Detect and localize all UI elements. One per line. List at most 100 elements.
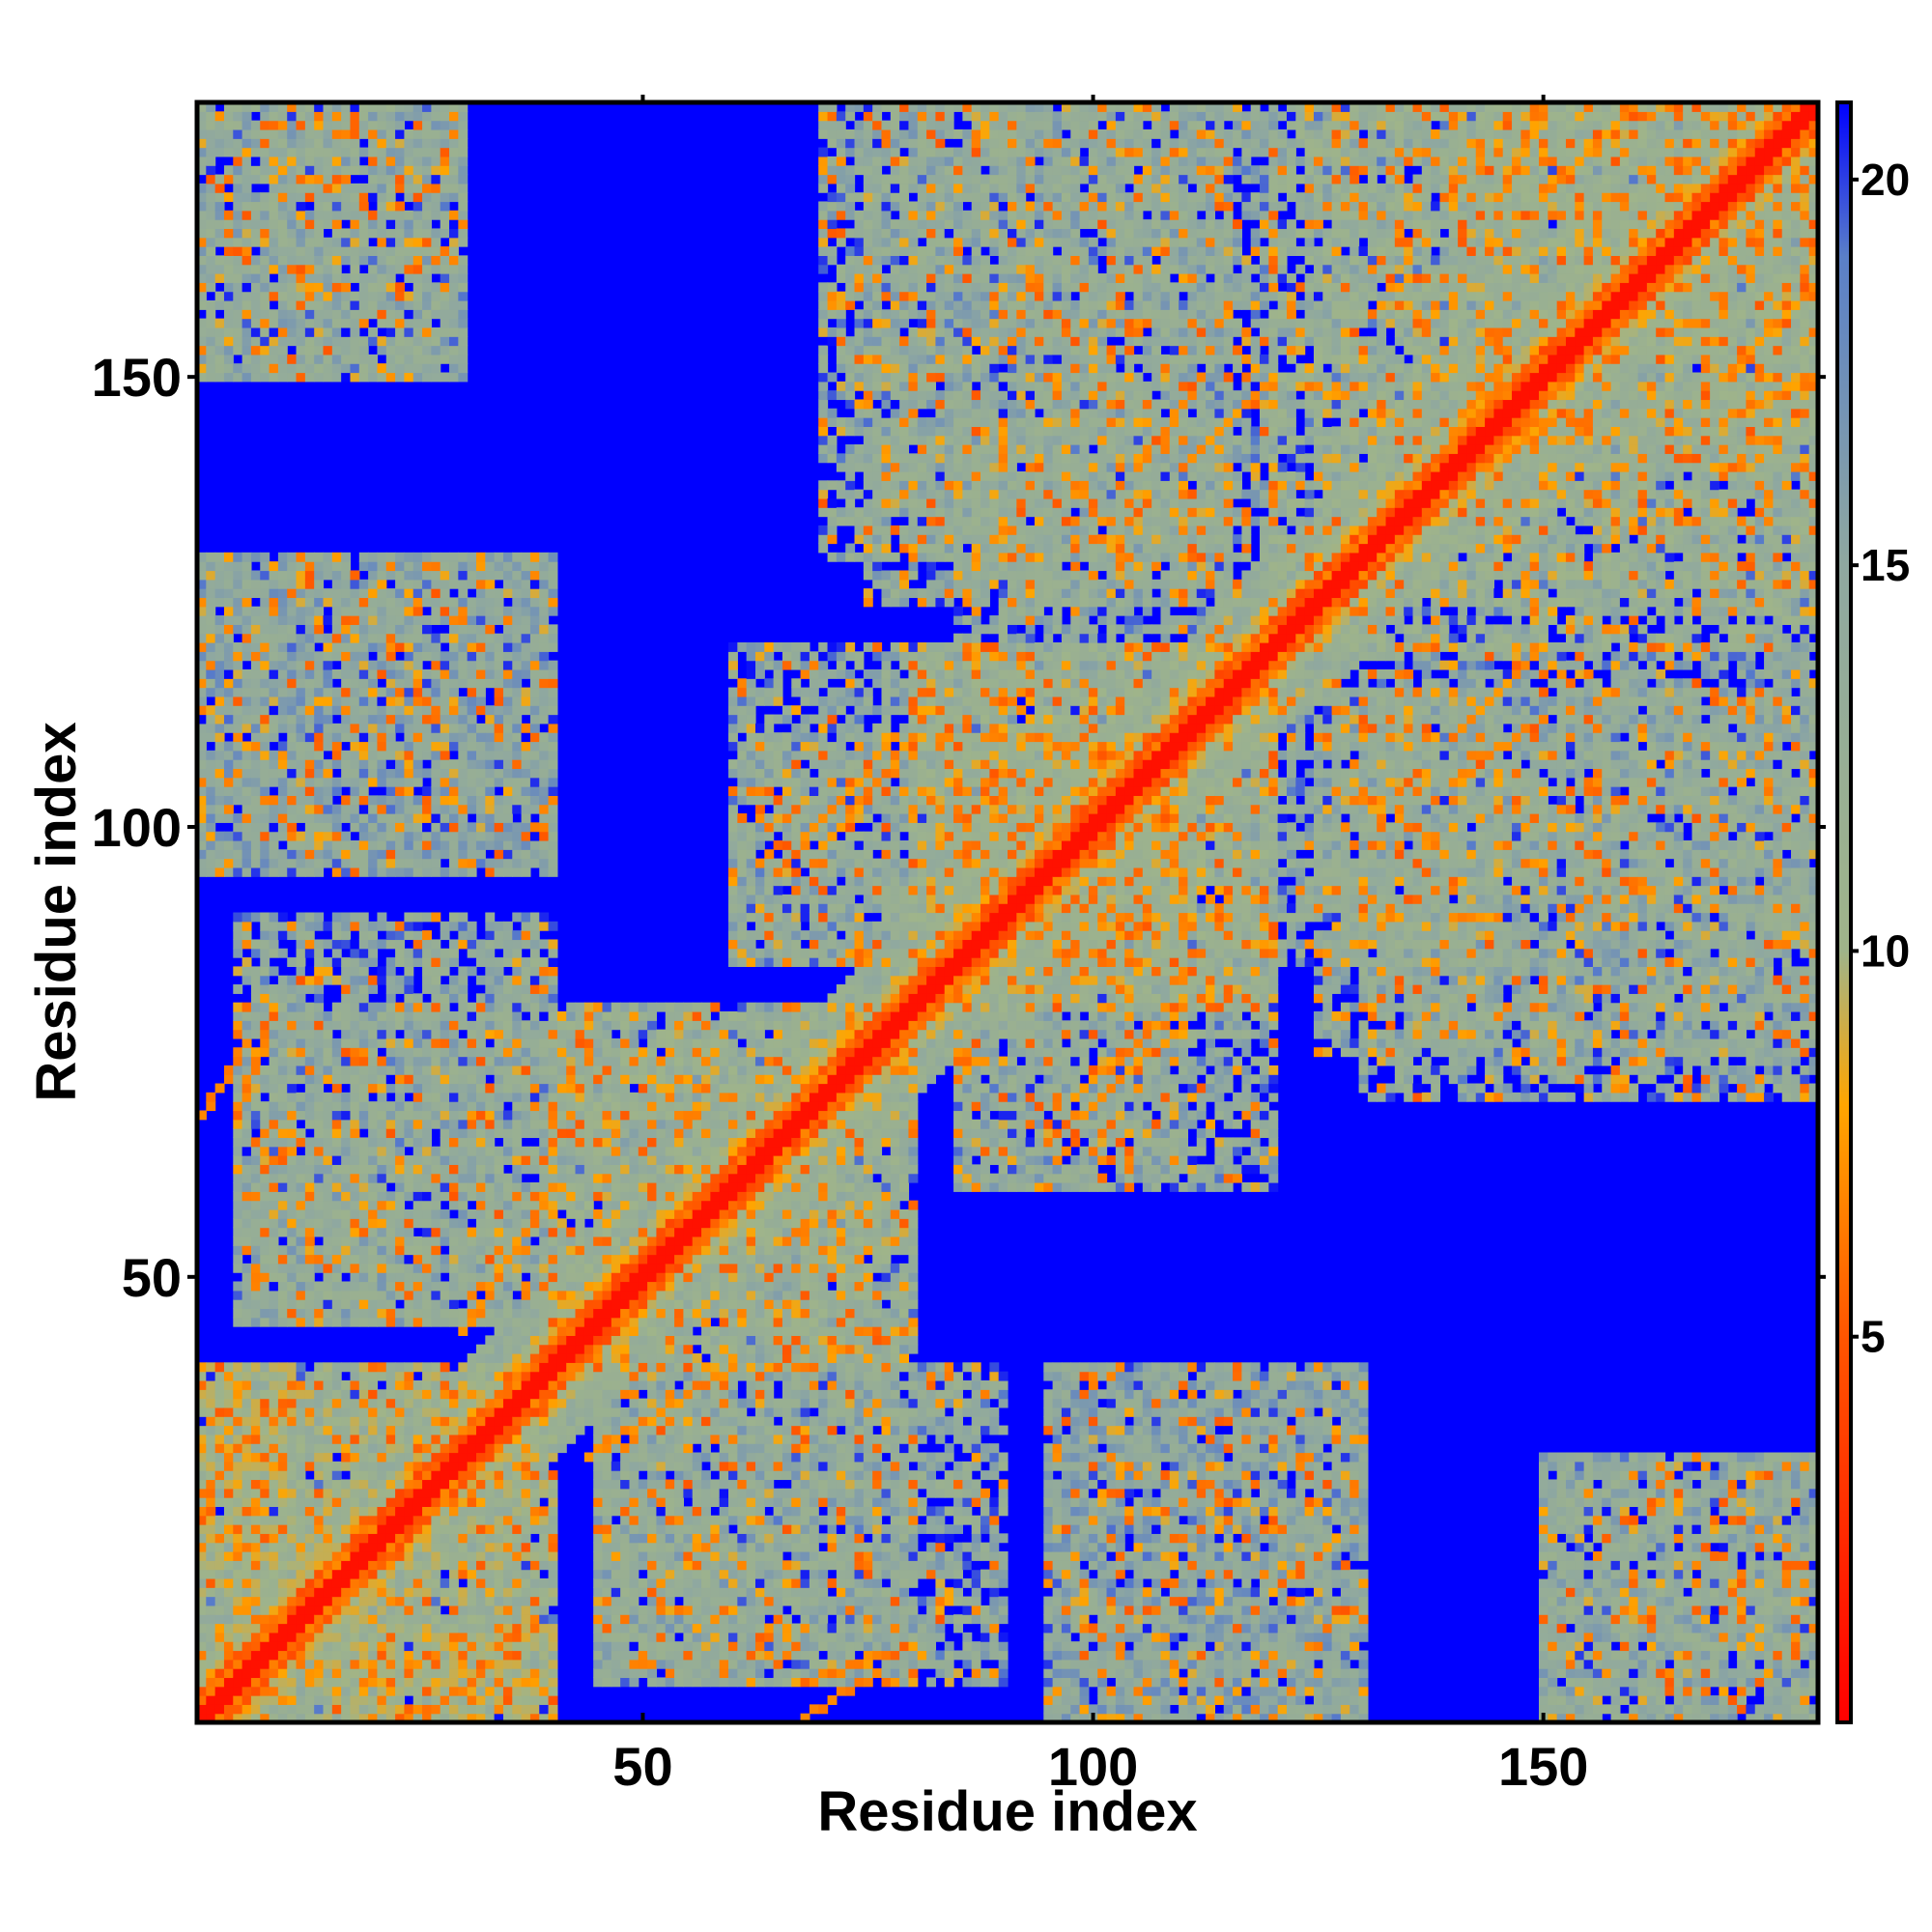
heatmap-cell bbox=[233, 1569, 243, 1579]
heatmap-cell bbox=[304, 174, 315, 185]
heatmap-cell bbox=[250, 1083, 261, 1094]
heatmap-cell bbox=[287, 1074, 298, 1085]
heatmap-cell bbox=[269, 1416, 279, 1427]
heatmap-cell bbox=[475, 858, 486, 868]
heatmap-cell bbox=[304, 111, 315, 122]
heatmap-cell bbox=[358, 1083, 369, 1094]
heatmap-cell bbox=[242, 1587, 252, 1598]
heatmap-cell bbox=[502, 1425, 513, 1435]
heatmap-cell bbox=[242, 201, 252, 212]
heatmap-cell bbox=[431, 1677, 441, 1688]
heatmap-cell bbox=[242, 768, 252, 779]
heatmap-cell bbox=[358, 282, 369, 293]
heatmap-cell bbox=[242, 1236, 252, 1246]
heatmap-cell bbox=[385, 1461, 396, 1471]
heatmap-cell bbox=[404, 1713, 414, 1723]
heatmap-cell bbox=[341, 1208, 352, 1219]
heatmap-cell bbox=[323, 1650, 333, 1661]
heatmap-cell bbox=[350, 299, 360, 310]
heatmap-cell bbox=[422, 147, 432, 157]
heatmap-cell bbox=[304, 561, 315, 572]
heatmap-cell bbox=[467, 822, 477, 833]
heatmap-cell bbox=[304, 552, 315, 562]
heatmap-cell bbox=[395, 1119, 406, 1129]
heatmap-cell bbox=[412, 246, 423, 256]
heatmap-cell bbox=[512, 957, 523, 967]
heatmap-cell bbox=[341, 597, 352, 608]
heatmap-cell bbox=[331, 183, 342, 193]
heatmap-cell bbox=[467, 1560, 477, 1571]
heatmap-cell bbox=[395, 1550, 406, 1561]
heatmap-cell bbox=[404, 102, 414, 112]
heatmap-cell bbox=[385, 1155, 396, 1165]
heatmap-cell bbox=[404, 1641, 414, 1652]
heatmap-cell bbox=[494, 1623, 504, 1634]
heatmap-cell bbox=[412, 642, 423, 652]
heatmap-cell bbox=[358, 1497, 369, 1507]
heatmap-cell bbox=[449, 1506, 459, 1517]
heatmap-cell bbox=[449, 1452, 459, 1463]
heatmap-cell bbox=[385, 210, 396, 220]
heatmap-cell bbox=[233, 1227, 243, 1237]
heatmap-cell bbox=[233, 1425, 243, 1435]
heatmap-cell bbox=[250, 1614, 261, 1625]
heatmap-cell bbox=[467, 570, 477, 581]
heatmap-cell bbox=[314, 273, 325, 283]
heatmap-cell bbox=[467, 651, 477, 662]
heatmap-cell bbox=[512, 678, 523, 689]
heatmap-cell bbox=[485, 1470, 496, 1481]
heatmap-cell bbox=[358, 1560, 369, 1571]
heatmap-cell bbox=[358, 1227, 369, 1237]
heatmap-cell bbox=[377, 1641, 387, 1652]
heatmap-cell bbox=[296, 1641, 306, 1652]
heatmap-cell bbox=[233, 1686, 243, 1696]
heatmap-cell bbox=[485, 1614, 496, 1625]
heatmap-cell bbox=[350, 1227, 360, 1237]
heatmap-cell bbox=[502, 867, 513, 877]
heatmap-cell bbox=[449, 714, 459, 724]
heatmap-cell bbox=[449, 1577, 459, 1588]
heatmap-cell bbox=[206, 273, 216, 283]
heatmap-cell bbox=[385, 786, 396, 796]
heatmap-cell bbox=[422, 1614, 432, 1625]
heatmap-cell bbox=[341, 372, 352, 383]
heatmap-cell bbox=[431, 1659, 441, 1669]
heatmap-cell bbox=[512, 732, 523, 743]
heatmap-cell bbox=[296, 858, 306, 868]
heatmap-cell bbox=[385, 299, 396, 310]
heatmap-cell bbox=[467, 1425, 477, 1435]
heatmap-cell bbox=[314, 696, 325, 706]
heatmap-cell bbox=[287, 1164, 298, 1175]
heatmap-cell bbox=[449, 1281, 459, 1292]
heatmap-cell bbox=[287, 1695, 298, 1705]
heatmap-cell bbox=[314, 228, 325, 239]
heatmap-cell bbox=[287, 282, 298, 293]
heatmap-cell bbox=[350, 1254, 360, 1264]
heatmap-cell bbox=[385, 120, 396, 130]
heatmap-cell bbox=[458, 1533, 469, 1544]
heatmap-cell bbox=[377, 849, 387, 860]
heatmap-cell bbox=[458, 1524, 469, 1534]
heatmap-cell bbox=[296, 696, 306, 706]
heatmap-cell bbox=[277, 138, 288, 149]
heatmap-cell bbox=[323, 633, 333, 643]
heatmap-cell bbox=[475, 1254, 486, 1264]
heatmap-cell bbox=[242, 1632, 252, 1642]
heatmap-cell bbox=[331, 1704, 342, 1715]
heatmap-cell bbox=[385, 237, 396, 247]
heatmap-cell bbox=[341, 768, 352, 779]
heatmap-cell bbox=[296, 1533, 306, 1544]
heatmap-cell bbox=[440, 1452, 450, 1463]
heatmap-cell bbox=[368, 804, 379, 814]
heatmap-cell bbox=[287, 696, 298, 706]
heatmap-cell bbox=[242, 1686, 252, 1696]
heatmap-cell bbox=[269, 849, 279, 860]
heatmap-cell bbox=[358, 1281, 369, 1292]
heatmap-cell bbox=[287, 822, 298, 833]
heatmap-cell bbox=[412, 839, 423, 850]
heatmap-cell bbox=[296, 156, 306, 166]
heatmap-cell bbox=[242, 1191, 252, 1202]
heatmap-cell bbox=[350, 1236, 360, 1246]
heatmap-cell bbox=[304, 615, 315, 625]
heatmap-cell bbox=[422, 228, 432, 239]
